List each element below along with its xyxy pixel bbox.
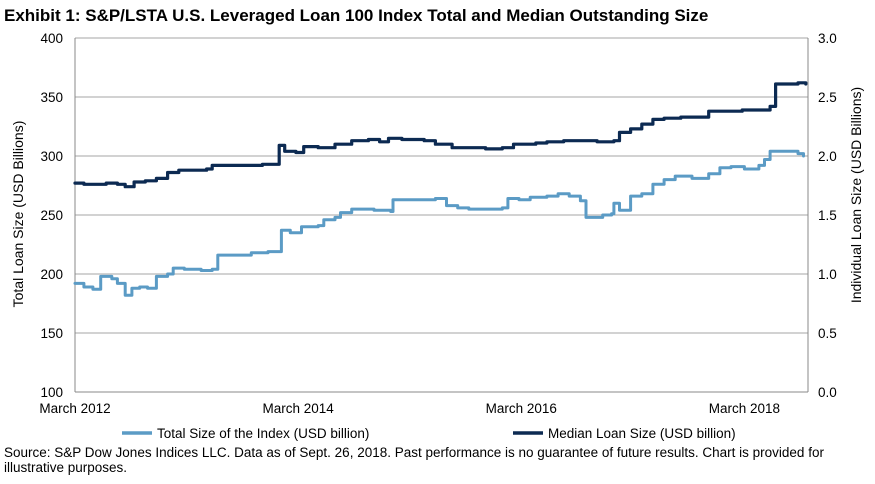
- source-note: Source: S&P Dow Jones Indices LLC. Data …: [4, 445, 824, 475]
- x-axis-tick-label: March 2012: [39, 401, 110, 416]
- legend-label: Median Loan Size (USD billion): [548, 426, 736, 441]
- right-axis-tick-label: 2.0: [818, 149, 837, 164]
- right-axis-tick-label: 1.5: [818, 208, 837, 223]
- legend-label: Total Size of the Index (USD billion): [157, 426, 369, 441]
- right-axis-tick-label: 0.5: [818, 326, 837, 341]
- left-axis-tick-label: 250: [40, 208, 63, 223]
- x-axis-tick-label: March 2018: [709, 401, 780, 416]
- x-axis-tick-label: March 2016: [486, 401, 557, 416]
- right-axis-tick-label: 3.0: [818, 31, 837, 46]
- left-axis-tick-label: 350: [40, 90, 63, 105]
- median-size-series-line: [73, 81, 808, 189]
- left-axis-title: Total Loan Size (USD Billions): [10, 121, 26, 308]
- left-axis-tick-label: 400: [40, 31, 63, 46]
- right-axis-tick-labels: 0.0 0.5 1.0 1.5 2.0 2.5 3.0: [818, 31, 837, 400]
- right-axis-tick-label: 2.5: [818, 90, 837, 105]
- left-axis-tick-label: 300: [40, 149, 63, 164]
- total-size-series-line: [73, 149, 805, 297]
- x-axis-tick-label: March 2014: [262, 401, 334, 416]
- chart: 100 150 200 250 300 350 400 0.0 0.5 1.0 1.5 2.0 2.5…: [10, 31, 864, 441]
- left-axis-tick-label: 100: [40, 385, 63, 400]
- right-axis-tick-label: 1.0: [818, 267, 837, 282]
- left-axis-tick-label: 200: [40, 267, 63, 282]
- gridlines: [74, 37, 809, 393]
- x-axis-tick-labels: March 2012 March 2014 March 2016 March 2018: [39, 401, 780, 416]
- series-lines: [73, 81, 808, 297]
- left-axis-tick-label: 150: [40, 326, 63, 341]
- legend: Total Size of the Index (USD billion) Med…: [122, 426, 736, 441]
- right-axis-title: Individual Loan Size (USD Billions): [848, 87, 864, 303]
- left-axis-tick-labels: 100 150 200 250 300 350 400: [40, 31, 63, 400]
- chart-title: Exhibit 1: S&P/LSTA U.S. Leveraged Loan …: [4, 6, 709, 25]
- right-axis-tick-label: 0.0: [818, 385, 837, 400]
